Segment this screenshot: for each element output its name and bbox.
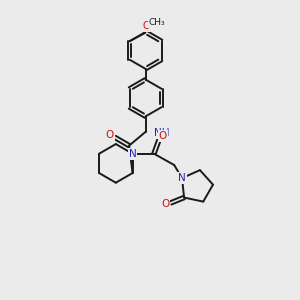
Text: O: O <box>158 131 167 141</box>
Text: N: N <box>178 173 186 183</box>
Text: O: O <box>161 200 170 209</box>
Text: O: O <box>143 21 150 32</box>
Text: NH: NH <box>154 128 170 138</box>
Text: O: O <box>106 130 114 140</box>
Text: N: N <box>129 149 136 159</box>
Text: CH₃: CH₃ <box>148 18 165 27</box>
